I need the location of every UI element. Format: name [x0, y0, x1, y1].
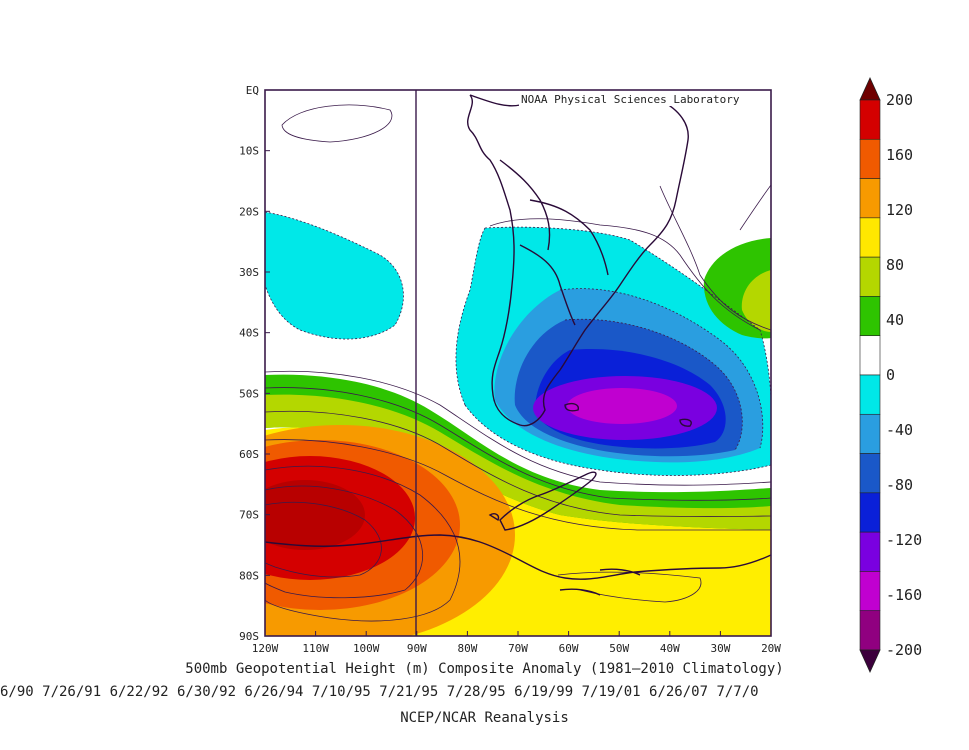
colorbar-segment	[859, 610, 881, 651]
colorbar-bottom-arrow	[859, 649, 881, 673]
lon-label: 90W	[407, 642, 427, 655]
lat-label: 30S	[239, 266, 259, 279]
colorbar-top-arrow	[859, 77, 881, 101]
colorbar-segment	[859, 492, 881, 533]
colorbar-segment	[859, 99, 881, 140]
atlantic-negative-magenta	[567, 388, 677, 424]
lon-label: 50W	[609, 642, 629, 655]
colorbar: 200 160 120 80 40 0 -40 -80 -120 -160 -200	[859, 77, 922, 673]
colorbar-label: 40	[886, 311, 904, 329]
lon-label: 70W	[508, 642, 528, 655]
colorbar-label: 200	[886, 91, 913, 109]
lon-label: 40W	[660, 642, 680, 655]
colorbar-segment	[859, 413, 881, 454]
colorbar-label: 160	[886, 146, 913, 164]
colorbar-label: -80	[886, 476, 913, 494]
anomaly-field	[265, 90, 771, 636]
east-positive-lightgreen	[741, 270, 771, 332]
antarctic-peninsula	[499, 471, 597, 531]
lat-axis: EQ 10S 20S 30S 40S 50S 60S 70S 80S 90S	[239, 84, 270, 643]
lon-label: 120W	[252, 642, 279, 655]
antarctic-islands	[488, 513, 641, 596]
lat-label: 90S	[239, 630, 259, 643]
lat-label: EQ	[246, 84, 259, 97]
colorbar-label: -40	[886, 421, 913, 439]
colorbar-segment	[859, 256, 881, 297]
lon-label: 110W	[302, 642, 329, 655]
lat-label: 60S	[239, 448, 259, 461]
colorbar-segment	[859, 178, 881, 219]
dashed-contours	[265, 211, 771, 476]
positive-anomaly-lightgreen	[265, 394, 771, 530]
colorbar-label: 80	[886, 256, 904, 274]
lon-label: 60W	[559, 642, 579, 655]
colorbar-segment	[859, 138, 881, 179]
contour-lines	[265, 104, 771, 622]
colorbar-segment	[859, 374, 881, 415]
colorbar-label: -120	[886, 531, 922, 549]
colorbar-segment	[859, 453, 881, 494]
lon-axis: 120W 110W 100W 90W 80W 70W 60W 50W 40W 30W 20W	[252, 631, 781, 655]
map-credit: NOAA Physical Sciences Laboratory	[519, 93, 742, 106]
lat-label: 70S	[239, 509, 259, 522]
colorbar-label: -200	[886, 641, 922, 659]
colorbar-label: 0	[886, 366, 895, 384]
data-source: NCEP/NCAR Reanalysis	[400, 710, 569, 726]
lat-label: 50S	[239, 387, 259, 400]
lat-label: 20S	[239, 205, 259, 218]
lon-label: 30W	[710, 642, 730, 655]
colorbar-segment	[859, 217, 881, 258]
colorbar-label: 120	[886, 201, 913, 219]
high-anomaly-darkred	[265, 480, 365, 550]
lon-label: 80W	[457, 642, 477, 655]
falklands	[564, 402, 692, 427]
lon-label: 100W	[353, 642, 380, 655]
colorbar-segment	[859, 335, 881, 376]
lat-label: 80S	[239, 569, 259, 582]
antarctica-coast	[265, 534, 771, 580]
lat-label: 10S	[239, 145, 259, 158]
colorbar-label: -160	[886, 586, 922, 604]
colorbar-segment	[859, 571, 881, 612]
colorbar-segment	[859, 296, 881, 337]
colorbar-segment	[859, 531, 881, 572]
pacific-negative-cyan	[265, 212, 404, 340]
lat-label: 40S	[239, 327, 259, 340]
lon-label: 20W	[761, 642, 781, 655]
figure-title: 500mb Geopotential Height (m) Composite …	[185, 661, 784, 677]
andes-internal-lines	[499, 159, 609, 326]
composite-dates: 6/90 7/26/91 6/22/92 6/30/92 6/26/94 7/1…	[0, 684, 759, 700]
